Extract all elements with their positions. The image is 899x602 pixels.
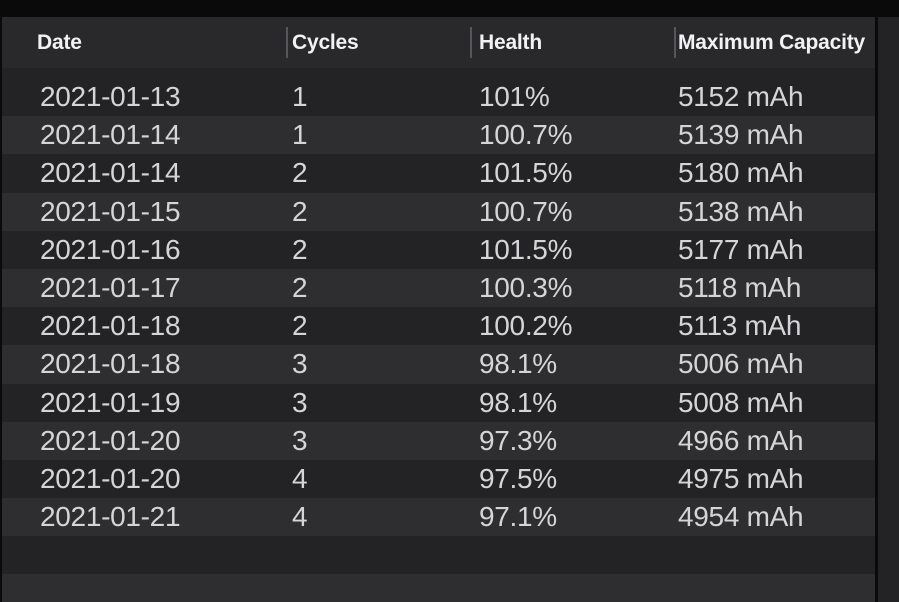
table-row[interactable]: 2021-01-20 3 97.3% 4966 mAh bbox=[2, 421, 875, 460]
cell-health: 101.5% bbox=[479, 157, 573, 189]
panel-right-border bbox=[875, 17, 878, 602]
cell-date: 2021-01-20 bbox=[40, 424, 181, 456]
cell-cycles: 1 bbox=[292, 119, 308, 151]
cell-health: 97.3% bbox=[479, 424, 557, 456]
cell-maximum-capacity: 4975 mAh bbox=[678, 462, 804, 494]
cell-cycles: 4 bbox=[292, 462, 308, 494]
cell-health: 101% bbox=[479, 81, 550, 112]
cell-cycles: 3 bbox=[292, 348, 308, 380]
cell-date: 2021-01-13 bbox=[40, 81, 181, 112]
cell-health: 100.2% bbox=[479, 310, 573, 342]
cell-maximum-capacity: 5138 mAh bbox=[678, 195, 804, 227]
cell-health: 98.1% bbox=[479, 348, 557, 380]
cell-cycles: 2 bbox=[292, 271, 308, 303]
column-separator bbox=[470, 27, 472, 58]
cell-maximum-capacity: 5180 mAh bbox=[678, 157, 804, 189]
table-row[interactable]: 2021-01-21 4 97.1% 4954 mAh bbox=[2, 498, 875, 537]
cell-health: 98.1% bbox=[479, 386, 557, 418]
column-header-health[interactable]: Health bbox=[479, 31, 542, 54]
cell-date: 2021-01-20 bbox=[40, 462, 181, 494]
cell-cycles: 2 bbox=[292, 233, 308, 265]
column-header-date[interactable]: Date bbox=[37, 31, 82, 54]
table-row[interactable]: 2021-01-16 2 101.5% 5177 mAh bbox=[2, 230, 875, 269]
cell-maximum-capacity: 5006 mAh bbox=[678, 348, 804, 380]
window-top-strip bbox=[0, 0, 899, 17]
cell-date: 2021-01-15 bbox=[40, 195, 181, 227]
cell-date: 2021-01-14 bbox=[40, 119, 181, 151]
cell-health: 100.3% bbox=[479, 271, 573, 303]
table-row[interactable]: 2021-01-18 3 98.1% 5006 mAh bbox=[2, 345, 875, 384]
cell-maximum-capacity: 5118 mAh bbox=[678, 271, 802, 303]
cell-date: 2021-01-21 bbox=[40, 501, 181, 533]
table-row[interactable]: 2021-01-17 2 100.3% 5118 mAh bbox=[2, 268, 875, 308]
table-header: Date Cycles Health Maximum Capacity bbox=[2, 17, 875, 68]
empty-row bbox=[2, 536, 875, 575]
cell-cycles: 3 bbox=[292, 424, 308, 456]
cell-cycles: 3 bbox=[292, 386, 308, 418]
cell-health: 97.1% bbox=[479, 501, 557, 533]
battery-history-table: Date Cycles Health Maximum Capacity 2021… bbox=[2, 17, 875, 602]
column-separator bbox=[286, 27, 288, 58]
table-row[interactable]: 2021-01-15 2 100.7% 5138 mAh bbox=[2, 192, 875, 231]
cell-maximum-capacity: 4954 mAh bbox=[678, 501, 804, 533]
cell-cycles: 2 bbox=[292, 157, 308, 189]
table-row[interactable]: 2021-01-13 1 101% 5152 mAh bbox=[2, 78, 875, 117]
table-row[interactable]: 2021-01-14 1 100.7% 5139 mAh bbox=[2, 116, 875, 155]
table-row[interactable]: 2021-01-19 3 98.1% 5008 mAh bbox=[2, 383, 875, 422]
cell-date: 2021-01-18 bbox=[40, 348, 181, 380]
cell-health: 100.7% bbox=[479, 195, 573, 227]
cell-maximum-capacity: 5177 mAh bbox=[678, 233, 804, 265]
cell-health: 101.5% bbox=[479, 233, 573, 265]
cell-date: 2021-01-18 bbox=[40, 310, 181, 342]
cell-cycles: 2 bbox=[292, 310, 308, 342]
empty-row bbox=[2, 574, 875, 602]
column-header-cycles[interactable]: Cycles bbox=[292, 31, 359, 54]
cell-maximum-capacity: 4966 mAh bbox=[678, 424, 804, 456]
cell-maximum-capacity: 5152 mAh bbox=[678, 81, 804, 112]
cell-cycles: 1 bbox=[292, 81, 308, 112]
scrollbar-track[interactable] bbox=[878, 17, 899, 602]
table-body: 2021-01-13 1 101% 5152 mAh 2021-01-14 1 … bbox=[2, 78, 875, 602]
cell-date: 2021-01-16 bbox=[40, 233, 181, 265]
cell-date: 2021-01-19 bbox=[40, 386, 181, 418]
cell-health: 100.7% bbox=[479, 119, 573, 151]
table-row[interactable]: 2021-01-14 2 101.5% 5180 mAh bbox=[2, 154, 875, 193]
cell-date: 2021-01-17 bbox=[40, 271, 181, 303]
cell-date: 2021-01-14 bbox=[40, 157, 181, 189]
cell-cycles: 2 bbox=[292, 195, 308, 227]
table-row[interactable]: 2021-01-18 2 100.2% 5113 mAh bbox=[2, 307, 875, 346]
cell-maximum-capacity: 5113 mAh bbox=[678, 310, 802, 342]
cell-cycles: 4 bbox=[292, 501, 308, 533]
cell-maximum-capacity: 5008 mAh bbox=[678, 386, 804, 418]
column-separator bbox=[674, 27, 676, 58]
column-header-maximum-capacity[interactable]: Maximum Capacity bbox=[678, 31, 866, 54]
cell-health: 97.5% bbox=[479, 462, 557, 494]
table-row[interactable]: 2021-01-20 4 97.5% 4975 mAh bbox=[2, 459, 875, 499]
cell-maximum-capacity: 5139 mAh bbox=[678, 119, 804, 151]
header-rows-gap bbox=[2, 68, 875, 78]
